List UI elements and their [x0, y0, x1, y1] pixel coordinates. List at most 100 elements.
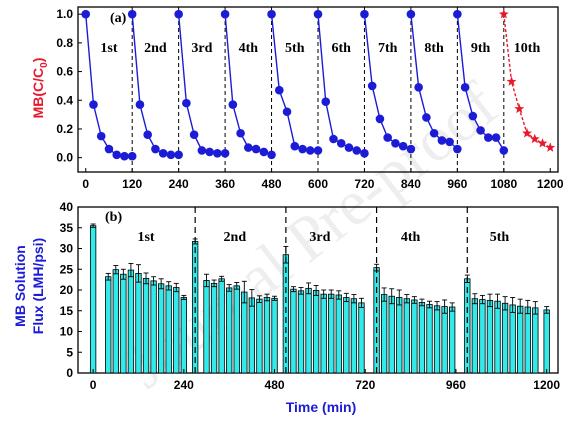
bar: [343, 297, 350, 374]
data-point: [445, 137, 454, 147]
data-point: [259, 147, 269, 157]
data-point: [251, 144, 261, 154]
data-point: [422, 113, 431, 122]
bar: [426, 304, 433, 374]
cycle-label: 7th: [378, 41, 398, 56]
data-point: [143, 130, 152, 139]
panel-a-y-axis: 0.0 0.2 0.4 0.6 0.8 1.0: [56, 7, 82, 165]
y-label-close: ): [30, 58, 46, 63]
bar: [335, 294, 342, 374]
x-tick-label: 0: [82, 177, 89, 191]
bar: [305, 287, 312, 374]
data-point: [81, 9, 91, 19]
bar: [328, 293, 335, 374]
data-point: [329, 134, 338, 144]
data-point: [174, 9, 183, 19]
data-point: [197, 146, 207, 155]
cycle-label: 1st: [137, 230, 154, 245]
cycle-label: 5th: [285, 41, 305, 56]
bar: [418, 302, 426, 374]
data-point: [236, 128, 245, 138]
panel-a-cycle-labels: 1st 2nd 3rd 4th 5th 6th 7th 8th 9th 10th: [100, 41, 540, 56]
y-tick-label: 35: [60, 221, 74, 235]
bar: [411, 299, 418, 374]
panel-b-y-axis: 0 5 10 15 20 25 30 35 40: [60, 200, 82, 380]
data-point: [267, 150, 276, 160]
x-tick-label: 360: [215, 177, 235, 191]
data-point-star: [529, 133, 540, 144]
series-line: [270, 14, 318, 152]
data-point: [189, 130, 199, 139]
bar: [263, 297, 271, 374]
cycle-label: 9th: [471, 41, 491, 56]
data-point: [406, 9, 416, 19]
y-tick-label: 0.0: [56, 151, 73, 165]
data-point: [406, 144, 416, 154]
bar: [127, 269, 135, 374]
bar: [297, 290, 305, 374]
bar: [248, 297, 256, 374]
panel-b-cycle-labels: 1st 2nd 3rd 4th 5th: [137, 230, 509, 245]
series-line: [85, 14, 133, 157]
x-tick-label: 600: [308, 177, 328, 191]
bar: [271, 297, 278, 374]
data-point: [414, 83, 423, 92]
cycle-label: 8th: [424, 41, 444, 56]
data-point: [383, 133, 392, 142]
x-tick-label: 720: [355, 378, 375, 392]
panel-a-chart: 0 120 240 360 480 600 720 840 960 1080 1200 0.0 0.2…: [30, 6, 564, 191]
bar: [233, 285, 240, 374]
data-point: [174, 150, 183, 160]
data-point-star: [506, 76, 517, 86]
bar: [396, 297, 403, 374]
cycle-label: 4th: [401, 230, 421, 245]
bar: [479, 299, 486, 374]
data-point: [244, 143, 253, 152]
data-point: [360, 9, 369, 19]
y-tick-label: 0.6: [56, 65, 73, 79]
data-point: [360, 149, 369, 158]
bar: [105, 276, 112, 374]
y-tick-label: 0.8: [56, 36, 73, 50]
series-line: [131, 14, 179, 156]
panel-a-series: [81, 8, 556, 161]
panel-a-x-axis: 0 120 240 360 480 600 720 840 960 1080 1200: [82, 168, 564, 191]
y-tick-label: 0.4: [56, 93, 73, 107]
cycle-label: 1st: [100, 41, 117, 56]
y-tick-label: 1.0: [56, 7, 73, 21]
cycle-label: 2nd: [224, 230, 247, 245]
data-point: [298, 144, 307, 154]
data-point-star: [537, 138, 548, 148]
data-point: [135, 100, 145, 109]
data-point: [398, 141, 408, 151]
panel-b-bars: [89, 225, 550, 374]
x-tick-label: 840: [401, 177, 421, 191]
bar: [320, 293, 327, 374]
data-point: [453, 144, 462, 154]
cycle-label: 3rd: [309, 230, 330, 245]
cycle-label: 6th: [331, 41, 351, 56]
data-point: [104, 144, 114, 154]
bar: [380, 294, 388, 374]
bar: [403, 298, 410, 374]
x-tick-label: 240: [169, 177, 189, 191]
data-point: [321, 97, 331, 106]
data-point: [313, 9, 323, 19]
bar: [350, 298, 358, 374]
data-point: [282, 107, 292, 117]
bar: [494, 300, 501, 374]
y-tick-label: 25: [60, 262, 74, 276]
x-tick-label: 1200: [537, 177, 564, 191]
bar: [165, 285, 172, 374]
data-point-star: [514, 103, 525, 114]
data-point: [267, 9, 276, 19]
bar: [358, 302, 365, 374]
data-point: [96, 131, 106, 141]
bar: [120, 273, 127, 374]
bar: [441, 306, 448, 374]
bar: [112, 269, 119, 374]
panel-a-label: (a): [110, 11, 127, 26]
data-point: [375, 114, 385, 124]
data-point: [391, 139, 400, 148]
data-point: [151, 144, 160, 154]
